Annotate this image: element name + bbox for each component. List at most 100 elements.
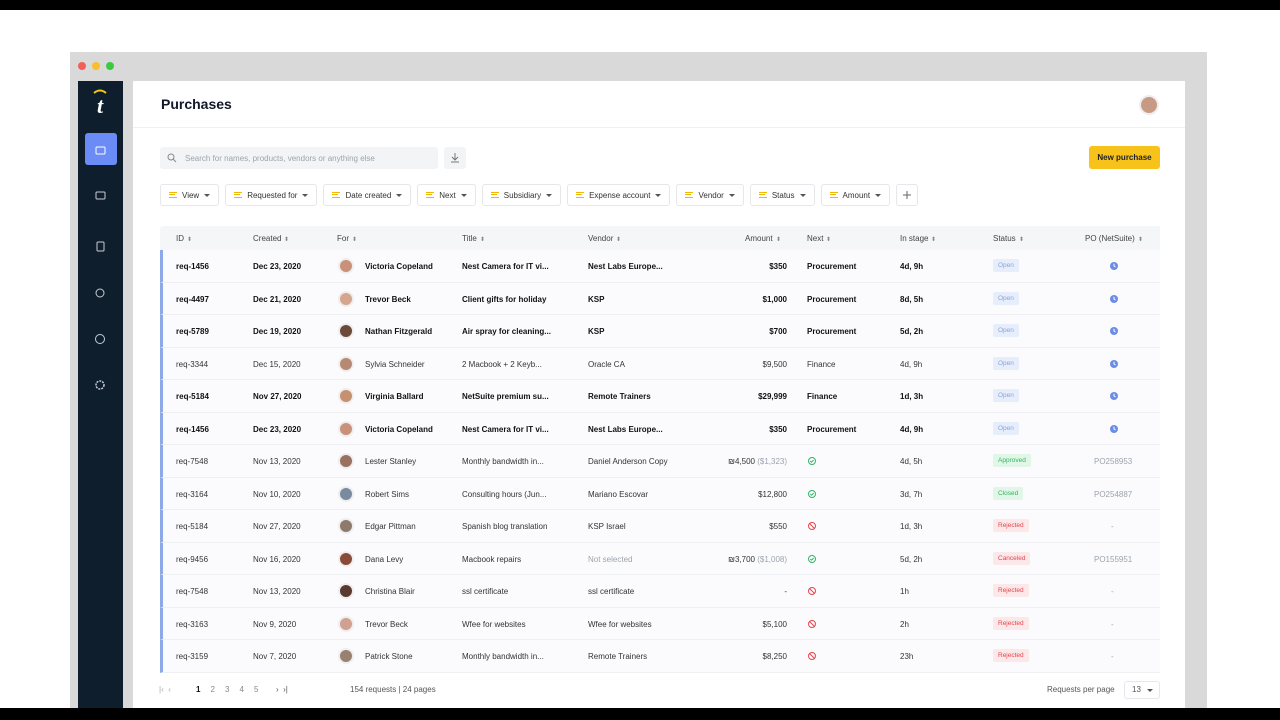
column-header[interactable]: In stage bbox=[900, 234, 929, 243]
cell-vendor: KSP bbox=[588, 294, 605, 304]
pending-icon bbox=[1110, 262, 1118, 270]
page-number[interactable]: 1 bbox=[196, 685, 201, 694]
cell-in-stage: 1d, 3h bbox=[900, 392, 924, 401]
filter-button[interactable]: Amount bbox=[820, 184, 891, 206]
table-row[interactable]: req-7548 Nov 13, 2020 Lester Stanley Monthl… bbox=[160, 445, 1160, 478]
user-avatar[interactable] bbox=[1139, 95, 1159, 115]
cell-title: Nest Camera for IT vi... bbox=[462, 262, 549, 271]
cell-next: Finance bbox=[807, 359, 836, 369]
cell-id: req-3344 bbox=[176, 359, 209, 369]
column-header[interactable]: Created bbox=[253, 234, 282, 243]
caret bbox=[875, 193, 882, 197]
search-input[interactable]: Search for names, products, vendors or a… bbox=[160, 147, 438, 169]
cell-for: Dana Levy bbox=[365, 554, 404, 564]
amount-value: $550 bbox=[769, 522, 787, 531]
cell-created: Dec 21, 2020 bbox=[253, 294, 302, 304]
table-row[interactable]: req-3163 Nov 9, 2020 Trevor Beck Wfee for w… bbox=[160, 607, 1160, 640]
nav-icon[interactable] bbox=[95, 288, 105, 298]
cell-amount: $350 bbox=[769, 262, 787, 271]
nav-purchases[interactable] bbox=[85, 133, 117, 165]
per-page-select[interactable] bbox=[1124, 681, 1160, 699]
column-header[interactable]: Next bbox=[807, 234, 824, 243]
cell-vendor: Remote Trainers bbox=[588, 652, 648, 661]
cell-next: Procurement bbox=[807, 327, 857, 336]
filter-label: Requested for bbox=[247, 190, 298, 200]
status-badge: Open bbox=[993, 324, 1019, 337]
cell-in-stage: 2h bbox=[900, 619, 909, 629]
nav-icon[interactable] bbox=[95, 334, 105, 344]
status-badge: Rejected bbox=[993, 519, 1029, 532]
cell-vendor: KSP Israel bbox=[588, 522, 626, 531]
sort-icon: ⬍ bbox=[187, 237, 193, 243]
column-header[interactable]: Amount bbox=[745, 234, 773, 243]
table-row[interactable]: req-5789 Dec 19, 2020 Nathan Fitzgerald Air… bbox=[160, 315, 1160, 348]
sort-icon: ⬍ bbox=[776, 237, 782, 243]
first-page[interactable]: |‹ ‹ bbox=[159, 685, 171, 694]
letterbox bbox=[0, 708, 1280, 720]
filter-button[interactable]: Next bbox=[417, 184, 476, 206]
window-minimize[interactable] bbox=[92, 62, 100, 70]
next-page[interactable]: › ›| bbox=[276, 685, 288, 694]
amount-value: ₪4,500 bbox=[728, 457, 755, 466]
cell-po: PO254887 bbox=[1094, 489, 1133, 499]
cell-vendor: ssl certificate bbox=[588, 587, 635, 596]
amount-value: $350 bbox=[769, 262, 787, 271]
cell-id: req-4497 bbox=[176, 294, 209, 304]
download-button[interactable] bbox=[444, 147, 466, 169]
pending-icon bbox=[1110, 424, 1118, 433]
caret bbox=[728, 193, 735, 197]
table-row[interactable]: req-9456 Nov 16, 2020 Dana Levy Macbook rep… bbox=[160, 542, 1160, 575]
filter-button[interactable]: Requested for bbox=[225, 184, 318, 206]
table-row[interactable]: req-1456 Dec 23, 2020 Victoria Copeland Nes… bbox=[160, 250, 1160, 283]
table-row[interactable]: req-7548 Nov 13, 2020 Christina Blair ssl c… bbox=[160, 575, 1160, 608]
filter-icon bbox=[234, 192, 243, 198]
table-row[interactable]: req-1456 Dec 23, 2020 Victoria Copeland Nes… bbox=[160, 412, 1160, 445]
window-close[interactable] bbox=[78, 62, 86, 70]
column-header[interactable]: ID bbox=[176, 234, 184, 243]
nav-icon[interactable] bbox=[95, 191, 106, 200]
filter-button[interactable]: View bbox=[160, 184, 220, 206]
column-header[interactable]: Title bbox=[462, 234, 477, 243]
filter-icon bbox=[829, 192, 838, 198]
filter-icon bbox=[426, 192, 435, 198]
filter-button[interactable]: Status bbox=[749, 184, 815, 206]
page-number[interactable]: 3 bbox=[225, 685, 230, 694]
filter-button[interactable]: Vendor bbox=[676, 184, 744, 206]
column-header[interactable]: Status bbox=[993, 234, 1016, 243]
add-filter[interactable] bbox=[896, 184, 919, 206]
table-row[interactable]: req-3164 Nov 10, 2020 Robert Sims Consultin… bbox=[160, 477, 1160, 510]
table-row[interactable]: req-3344 Dec 15, 2020 Sylvia Schneider 2 Ma… bbox=[160, 347, 1160, 380]
cell-for: Patrick Stone bbox=[365, 652, 413, 661]
cell-vendor: Remote Trainers bbox=[588, 392, 651, 401]
filter-button[interactable]: Subsidiary bbox=[481, 184, 562, 206]
cell-amount: $29,999 bbox=[758, 392, 787, 401]
amount-note: ($1,323) bbox=[757, 457, 787, 466]
table-row[interactable]: req-5184 Nov 27, 2020 Edgar Pittman Spanish… bbox=[160, 510, 1160, 543]
nav-icon[interactable] bbox=[96, 241, 105, 252]
new-purchase-button[interactable]: New purchase bbox=[1089, 146, 1160, 169]
caret bbox=[302, 193, 309, 197]
column-header[interactable]: For bbox=[337, 234, 349, 243]
table-row[interactable]: req-3159 Nov 7, 2020 Patrick Stone Monthly … bbox=[160, 640, 1160, 673]
column-header[interactable]: PO (NetSuite) bbox=[1085, 234, 1135, 243]
column-header[interactable]: Vendor bbox=[588, 234, 614, 243]
page-number[interactable]: 5 bbox=[254, 685, 259, 694]
filter-button[interactable]: Date created bbox=[323, 184, 412, 206]
table-row[interactable]: req-5184 Nov 27, 2020 Virginia Ballard NetS… bbox=[160, 380, 1160, 413]
cell-in-stage: 5d, 2h bbox=[900, 327, 924, 336]
cell-for: Trevor Beck bbox=[365, 619, 408, 629]
amount-value: ₪3,700 bbox=[728, 554, 755, 564]
page-number[interactable]: 4 bbox=[239, 685, 244, 694]
filter-label: Next bbox=[439, 190, 456, 200]
nav-icon[interactable] bbox=[95, 380, 105, 390]
logo: t bbox=[97, 93, 104, 118]
page-number[interactable]: 2 bbox=[210, 685, 215, 694]
filter-button[interactable]: Expense account bbox=[567, 184, 671, 206]
cell-for: Christina Blair bbox=[365, 587, 415, 596]
cell-for: Robert Sims bbox=[365, 489, 410, 499]
next-icon bbox=[808, 522, 816, 530]
cell-vendor: Oracle CA bbox=[588, 359, 625, 369]
table-row[interactable]: req-4497 Dec 21, 2020 Trevor Beck Client gi… bbox=[160, 282, 1160, 315]
window-maximize[interactable] bbox=[106, 62, 114, 70]
cell-in-stage: 4d, 9h bbox=[900, 424, 924, 434]
